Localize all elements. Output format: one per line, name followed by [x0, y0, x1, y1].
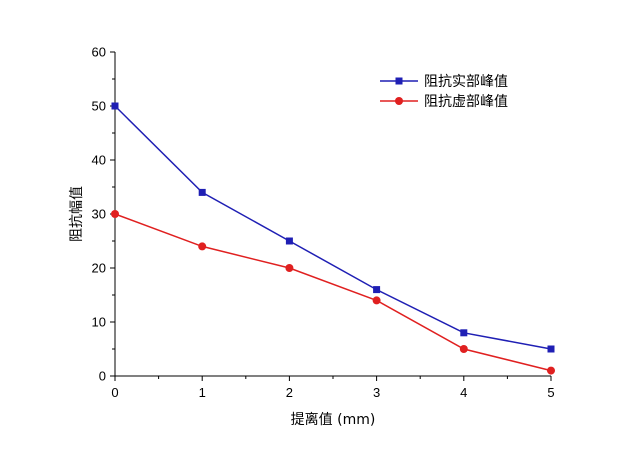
x-tick-label: 0: [111, 385, 118, 400]
y-tick-label: 0: [99, 369, 106, 384]
y-tick-label: 10: [92, 315, 106, 330]
x-tick-label: 4: [460, 385, 467, 400]
x-tick-label: 5: [547, 385, 554, 400]
x-tick-label: 3: [373, 385, 380, 400]
legend-label-imag: 阻抗虚部峰值: [424, 94, 508, 110]
data-point: [459, 345, 468, 353]
legend: 阻抗实部峰值 阻抗虚部峰值: [380, 74, 508, 110]
data-point: [547, 366, 555, 375]
series-1: [111, 210, 555, 375]
series-layer: [111, 102, 555, 375]
legend-marker-real: [395, 77, 403, 85]
legend-entry-real: 阻抗实部峰值: [380, 74, 508, 90]
x-axis-title: 提离值 (mm): [291, 411, 376, 428]
data-point: [285, 264, 294, 272]
x-tick-label: 1: [199, 385, 206, 400]
series-line: [114, 213, 552, 372]
data-point: [372, 296, 381, 305]
x-tick-label: 2: [286, 385, 293, 400]
data-point: [198, 188, 206, 196]
data-point: [460, 329, 468, 337]
y-axis-title: 阻抗幅值: [69, 186, 85, 242]
data-point: [111, 210, 119, 218]
series-line: [114, 105, 552, 350]
data-point: [547, 345, 555, 353]
legend-entry-imag: 阻抗虚部峰值: [380, 94, 508, 110]
axis-tick-labels: 0 10 20 30 40 50 60 0 1 2 3 4 5: [92, 45, 555, 401]
y-tick-label: 40: [92, 153, 106, 168]
series-0: [111, 102, 555, 353]
legend-label-real: 阻抗实部峰值: [424, 74, 508, 90]
data-point: [373, 286, 381, 294]
y-tick-label: 20: [92, 261, 106, 276]
y-tick-label: 50: [92, 99, 106, 114]
data-point: [111, 102, 119, 110]
legend-marker-imag: [395, 97, 403, 105]
y-tick-label: 30: [92, 207, 106, 222]
data-point: [198, 242, 207, 251]
y-tick-label: 60: [92, 45, 106, 60]
data-point: [285, 237, 293, 245]
